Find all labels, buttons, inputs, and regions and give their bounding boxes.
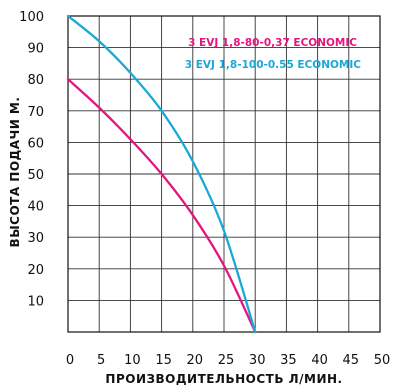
y-tick-label: 30 [27,231,44,246]
y-tick-label: 90 [27,42,44,57]
y-tick-label: 50 [27,168,44,183]
series-lines [66,14,257,334]
series-line-1 [66,78,257,334]
legend: 3 EVJ 1,8-80-0,37 ECONOMIC 3 EVJ 1,8-100… [185,37,361,71]
legend-entry-1: 3 EVJ 1,8-80-0,37 ECONOMIC [188,37,357,49]
x-tick-label: 30 [249,353,266,368]
x-tick-label: 15 [155,353,172,368]
y-tick-label: 70 [27,105,44,120]
x-axis-title: ПРОИЗВОДИТЕЛЬНОСТЬ Л/МИН. [105,372,342,386]
x-tick-label: 5 [97,353,105,368]
series-line-2 [66,14,257,334]
y-tick-label: 80 [27,73,44,88]
y-tick-label: 40 [27,200,44,215]
x-tick-labels: 0 5 10 15 20 25 30 35 40 45 50 [66,353,390,368]
y-tick-label: 60 [27,136,44,151]
x-tick-label: 40 [311,353,328,368]
plot-frame [67,15,381,333]
grid [68,16,380,332]
legend-entry-2: 3 EVJ 1,8-100-0.55 ECONOMIC [185,59,361,71]
x-tick-label: 0 [66,353,74,368]
y-axis-title: ВЫСОТА ПОДАЧИ М. [8,97,22,248]
x-tick-label: 10 [124,353,141,368]
x-tick-label: 45 [343,353,360,368]
y-tick-labels: 10 20 30 40 50 60 70 80 90 100 [19,10,44,309]
x-tick-label: 20 [187,353,204,368]
x-tick-label: 35 [280,353,297,368]
y-tick-label: 10 [27,294,44,309]
x-tick-label: 50 [374,353,391,368]
y-tick-label: 100 [19,10,44,25]
y-tick-label: 20 [27,263,44,278]
x-tick-label: 25 [218,353,235,368]
